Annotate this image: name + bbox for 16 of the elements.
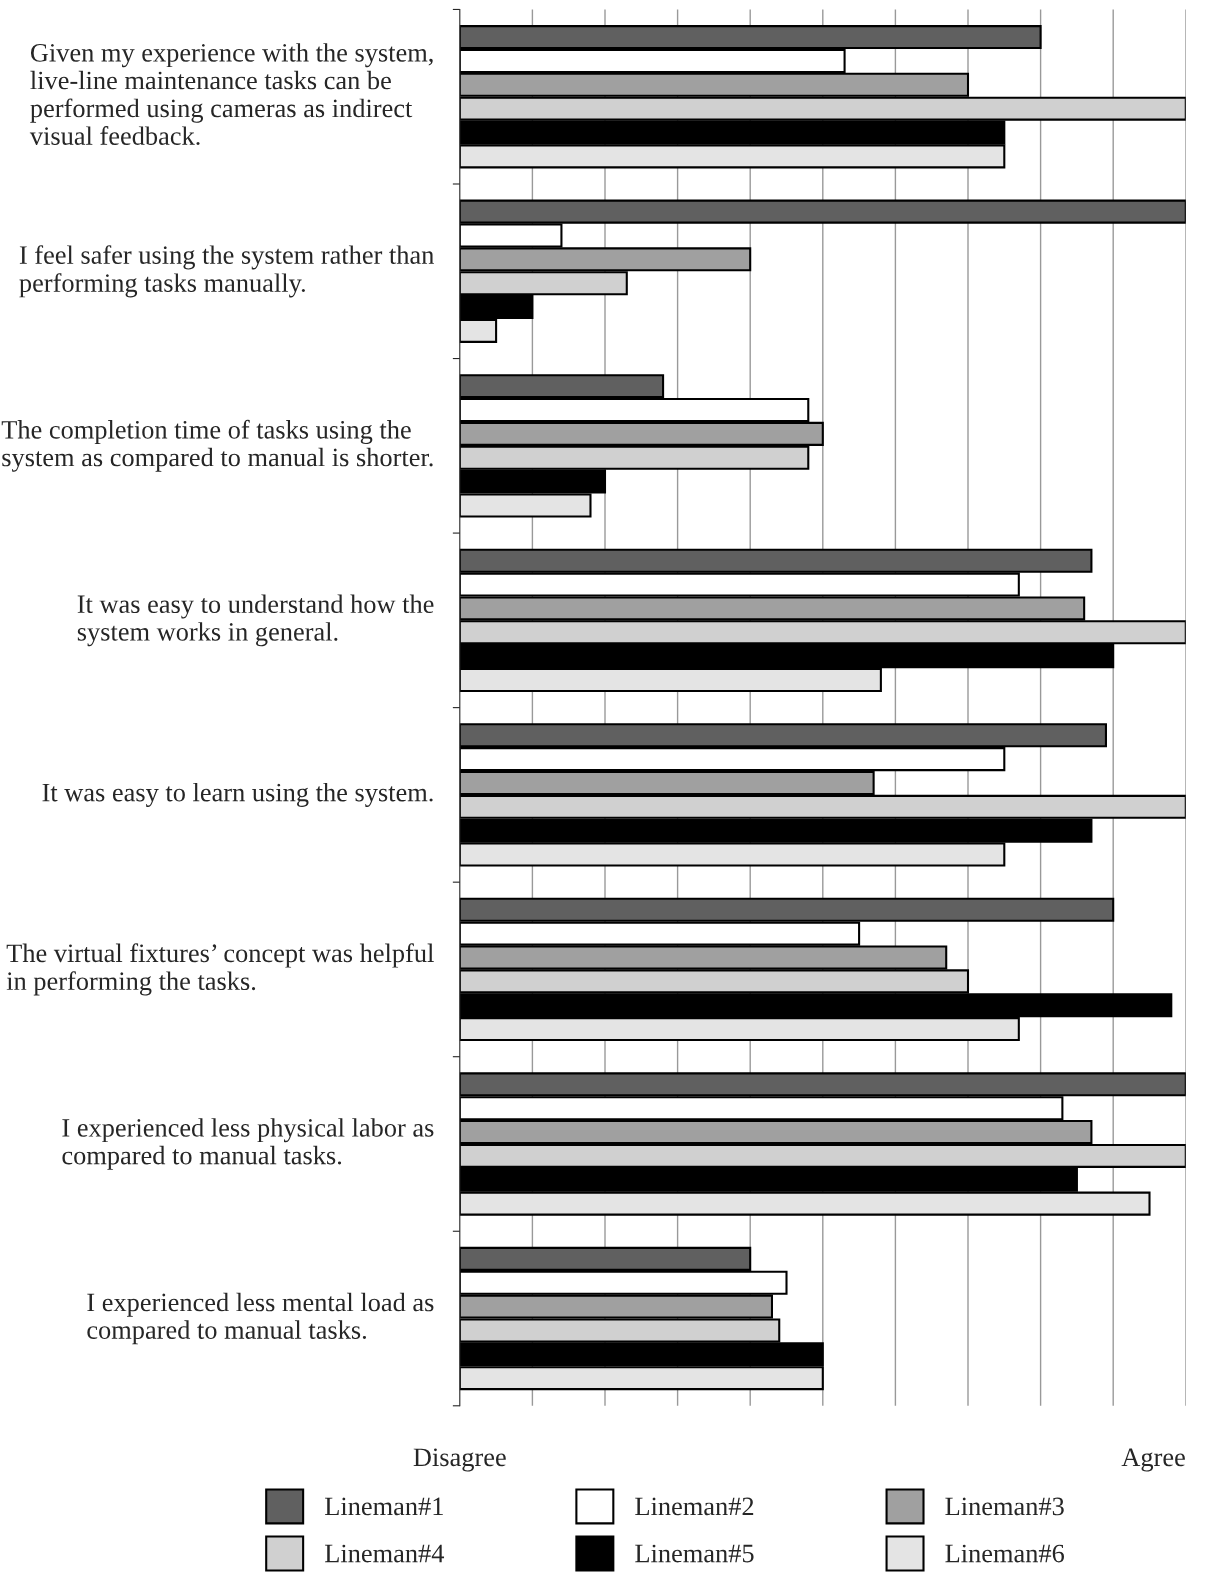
y-tick-label: I feel safer using the system rather than performing tasks manually.: [19, 245, 434, 298]
legend-label: Lineman#6: [945, 1544, 1065, 1563]
legend-label: Lineman#1: [325, 1497, 443, 1516]
legend-label: Lineman#3: [945, 1497, 1064, 1516]
text: Disagree: [413, 1448, 506, 1472]
legend-label: Lineman#2: [635, 1497, 754, 1516]
legend-label: Lineman#4: [325, 1544, 445, 1563]
legend-label: Lineman#5: [635, 1544, 754, 1563]
y-tick-label: The virtual fixtures’ concept was helpful in performing the tasks.: [6, 943, 434, 996]
text: Agree: [1121, 1448, 1185, 1472]
y-tick-label: It was easy to understand how the system works in general.: [77, 594, 434, 647]
y-tick-label: Given my experience with the system, live-line maintenance tasks can be performed using cameras as indirect visual feedback.: [29, 43, 433, 146]
y-tick-label: I experienced less physical labor as compared to manual tasks.: [62, 1118, 434, 1170]
y-tick-label: It was easy to learn using the system.: [42, 782, 433, 807]
y-tick-label: I experienced less mental load as compared to manual tasks.: [87, 1292, 434, 1345]
y-tick-label: The completion time of tasks using the system as compared to manual is shorter.: [1, 419, 433, 472]
